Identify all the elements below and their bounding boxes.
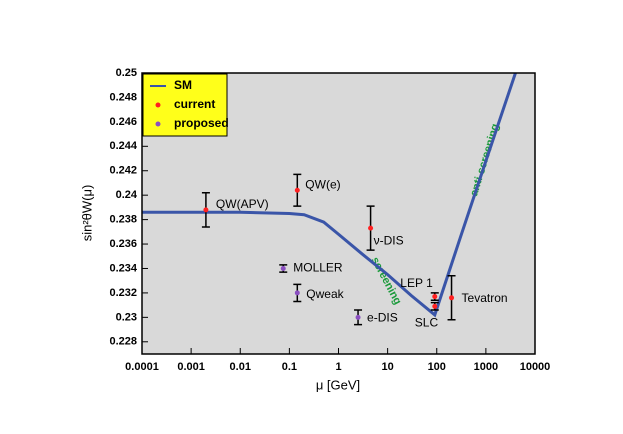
y-tick-label: 0.238	[109, 214, 137, 226]
point-label: Tevatron	[462, 291, 508, 305]
x-tick-label: 0.0001	[125, 361, 159, 373]
x-tick-label: 0.01	[230, 361, 251, 373]
x-tick-label: 0.001	[177, 361, 205, 373]
data-point	[355, 314, 361, 320]
point-label: QW(e)	[305, 177, 340, 191]
data-point	[432, 294, 438, 300]
data-point	[203, 207, 209, 213]
data-point	[294, 187, 300, 193]
plot-frame	[141, 72, 536, 355]
legend-label: current	[174, 97, 215, 111]
x-axis-label: μ [GeV]	[316, 377, 360, 392]
y-tick-label: 0.234	[109, 262, 137, 274]
data-point	[294, 290, 300, 296]
x-tick-label: 1	[335, 361, 341, 373]
point-label: QW(APV)	[216, 197, 269, 211]
x-tick-label: 100	[428, 361, 446, 373]
legend-marker	[155, 121, 161, 127]
y-tick-label: 0.228	[109, 336, 137, 348]
y-tick-label: 0.232	[109, 287, 137, 299]
point-label: SLC	[415, 316, 439, 330]
y-tick-label: 0.236	[109, 238, 137, 250]
x-tick-label: 10000	[520, 361, 551, 373]
x-tick-label: 0.1	[282, 361, 297, 373]
legend-label: SM	[174, 78, 192, 92]
point-label: e-DIS	[367, 311, 398, 325]
data-point	[368, 225, 374, 231]
x-tick-label: 10	[382, 361, 394, 373]
x-tick-label: 1000	[474, 361, 498, 373]
sm-curve	[142, 72, 517, 318]
point-label: LEP 1	[400, 276, 433, 290]
legend-marker	[155, 102, 161, 108]
point-label: ν-DIS	[374, 233, 404, 247]
y-tick-label: 0.23	[116, 311, 137, 323]
data-point	[280, 265, 286, 271]
data-point	[449, 295, 455, 301]
y-tick-label: 0.24	[116, 189, 138, 201]
y-tick-label: 0.25	[116, 67, 137, 79]
y-tick-label: 0.248	[109, 91, 137, 103]
point-label: MOLLER	[293, 261, 343, 275]
y-tick-label: 0.246	[109, 116, 137, 128]
y-tick-label: 0.244	[109, 140, 137, 152]
y-axis-label: sin²θW(μ)	[79, 185, 94, 242]
legend-label: proposed	[174, 116, 229, 130]
y-tick-label: 0.242	[109, 165, 137, 177]
data-point	[432, 303, 438, 309]
point-label: Qweak	[306, 287, 344, 301]
